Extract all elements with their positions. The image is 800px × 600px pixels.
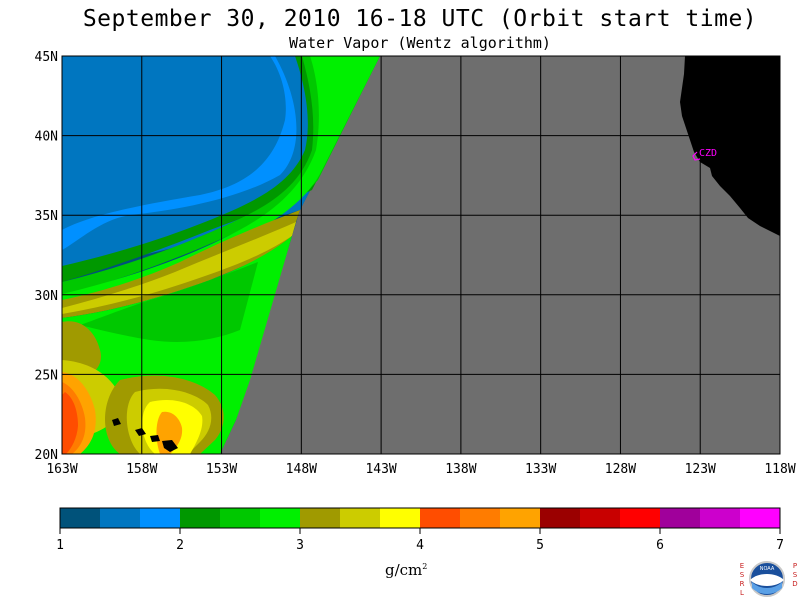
colorbar-swatch bbox=[180, 508, 221, 528]
map-title: September 30, 2010 16-18 UTC (Orbit star… bbox=[82, 6, 758, 32]
longitude-label: 158W bbox=[126, 462, 157, 477]
colorbar-tick-label: 4 bbox=[416, 538, 424, 553]
colorbar-tick-label: 2 bbox=[176, 538, 184, 553]
units-text: g/cm bbox=[385, 561, 423, 579]
colorbar-swatch bbox=[740, 508, 781, 528]
colorbar-labels: 1 2 3 4 5 6 7 bbox=[56, 528, 784, 553]
latitude-label: 25N bbox=[35, 368, 58, 383]
colorbar-swatch bbox=[540, 508, 581, 528]
colorbar-swatch bbox=[460, 508, 501, 528]
longitude-label: 133W bbox=[525, 462, 556, 477]
colorbar-swatch bbox=[380, 508, 421, 528]
noaa-logo: NOAA bbox=[749, 561, 785, 597]
colorbar-swatch bbox=[700, 508, 741, 528]
longitude-label: 143W bbox=[365, 462, 396, 477]
longitude-label: 128W bbox=[605, 462, 636, 477]
longitude-label: 123W bbox=[685, 462, 716, 477]
latitude-label: 30N bbox=[35, 289, 58, 304]
latitude-labels: 45N 40N 35N 30N 25N 20N bbox=[35, 50, 58, 463]
colorbar-tick-label: 7 bbox=[776, 538, 784, 553]
colorbar-swatch bbox=[420, 508, 461, 528]
colorbar-swatch bbox=[60, 508, 101, 528]
station-label: CZD bbox=[699, 148, 717, 159]
latitude-label: 35N bbox=[35, 209, 58, 224]
colorbar-tick-label: 5 bbox=[536, 538, 544, 553]
colorbar bbox=[59, 507, 781, 529]
colorbar-swatch bbox=[500, 508, 541, 528]
colorbar-swatch bbox=[260, 508, 301, 528]
map-frame bbox=[61, 55, 781, 455]
land-mass bbox=[680, 56, 780, 236]
colorbar-tick-label: 3 bbox=[296, 538, 304, 553]
longitude-label: 148W bbox=[286, 462, 317, 477]
longitude-label: 118W bbox=[764, 462, 795, 477]
colorbar-units: g/cm2 bbox=[385, 561, 427, 579]
longitude-label: 153W bbox=[206, 462, 237, 477]
colorbar-swatch bbox=[660, 508, 701, 528]
colorbar-swatch bbox=[620, 508, 661, 528]
colorbar-swatch bbox=[300, 508, 341, 528]
longitude-label: 138W bbox=[445, 462, 476, 477]
station-marker: CZD bbox=[692, 148, 717, 161]
latitude-label: 45N bbox=[35, 50, 58, 65]
station-symbol bbox=[692, 151, 701, 161]
colorbar-swatch bbox=[580, 508, 621, 528]
latitude-label: 40N bbox=[35, 130, 58, 145]
colorbar-swatch bbox=[340, 508, 381, 528]
colorbar-swatch bbox=[100, 508, 141, 528]
longitude-labels: 163W 158W 153W 148W 143W 138W 133W 128W 123W 118W bbox=[46, 462, 795, 477]
graticule bbox=[62, 56, 780, 454]
colorbar-swatch bbox=[140, 508, 181, 528]
map-subtitle: Water Vapor (Wentz algorithm) bbox=[289, 34, 551, 52]
longitude-label: 163W bbox=[46, 462, 77, 477]
colorbar-swatch bbox=[220, 508, 261, 528]
units-exponent: 2 bbox=[422, 562, 428, 571]
latitude-label: 20N bbox=[35, 448, 58, 463]
colorbar-tick-label: 1 bbox=[56, 538, 64, 553]
colorbar-tick-label: 6 bbox=[656, 538, 664, 553]
logo-text: NOAA bbox=[760, 566, 775, 572]
